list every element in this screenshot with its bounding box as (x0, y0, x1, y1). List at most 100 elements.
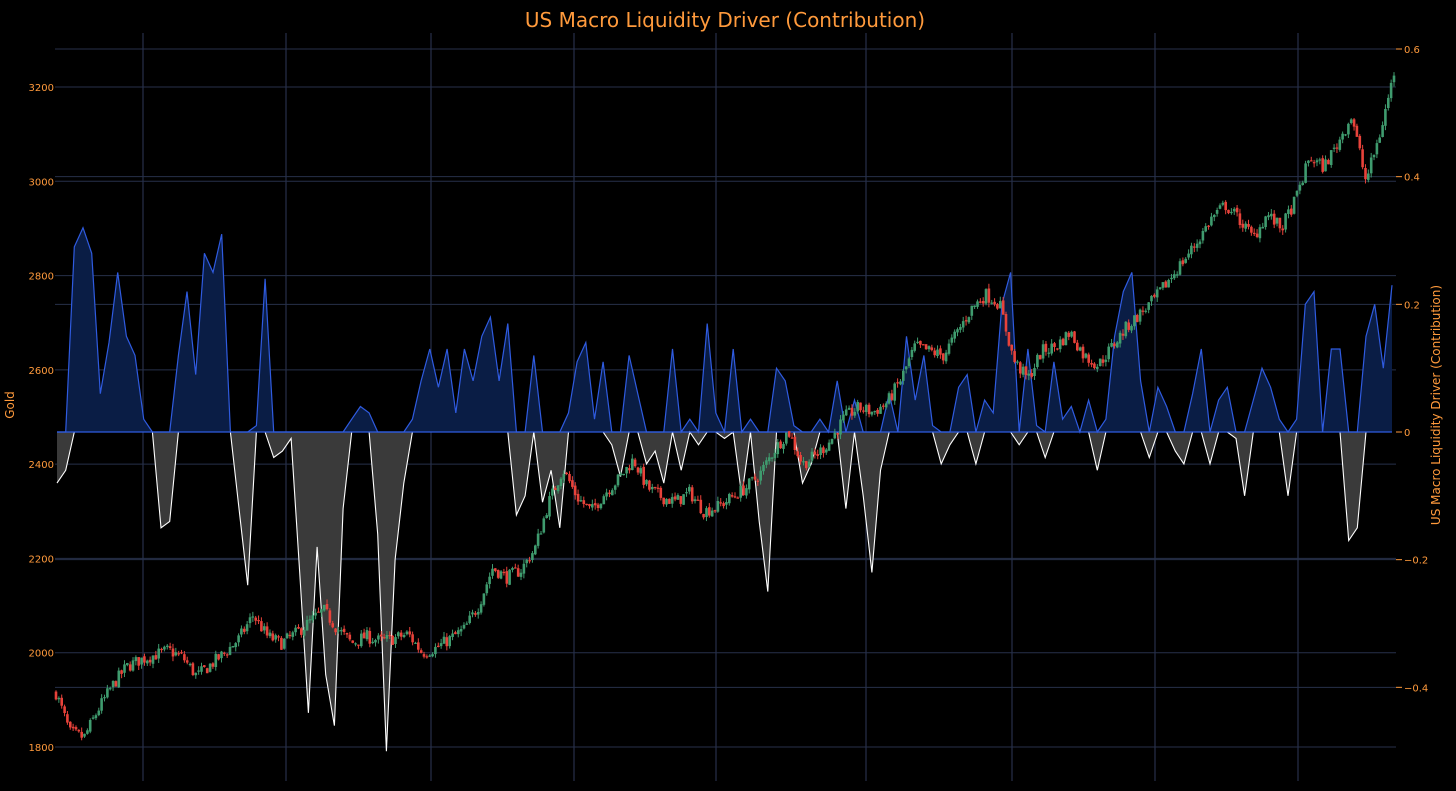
candle-body (157, 648, 160, 659)
candle-body (1290, 208, 1293, 215)
candle-body (1284, 213, 1287, 230)
candle-body (867, 404, 871, 415)
right-tick-label: −0.4 (1404, 683, 1428, 694)
candle-body (1235, 207, 1239, 213)
candle-body (548, 496, 551, 517)
candle-body (260, 621, 263, 632)
candle-body (103, 697, 106, 699)
candle-body (653, 486, 657, 489)
candle-body (1130, 326, 1133, 331)
candle-body (134, 657, 138, 662)
candle-body (448, 636, 451, 647)
candle-body (525, 559, 528, 564)
candle-body (599, 503, 603, 509)
candle-body (1050, 343, 1053, 354)
candle-body (465, 623, 469, 625)
candle-body (665, 498, 668, 505)
candle-body (57, 697, 61, 700)
candle-body (910, 349, 914, 358)
right-tick-label: 0.4 (1404, 173, 1420, 184)
candle-body (422, 654, 426, 657)
candle-body (63, 706, 66, 713)
candle-body (108, 688, 112, 690)
candle-body (864, 404, 868, 412)
candle-body (679, 496, 683, 504)
candle-body (1116, 342, 1119, 348)
candle-body (1181, 260, 1185, 265)
candle-body (1298, 184, 1302, 191)
candle-body (1255, 233, 1259, 237)
candle-body (1224, 201, 1227, 211)
candle-body (468, 615, 471, 623)
candle-body (628, 468, 631, 471)
chart-title: US Macro Liquidity Driver (Contribution) (525, 8, 925, 32)
candle-body (853, 411, 857, 416)
candle-body (1238, 213, 1242, 225)
candle-body (585, 503, 588, 505)
candle-body (1155, 289, 1159, 298)
candle-body (1347, 123, 1350, 135)
candle-body (442, 636, 446, 644)
candle-body (508, 569, 511, 585)
candle-body (1241, 223, 1245, 228)
candle-body (379, 634, 383, 637)
candle-body (753, 476, 757, 480)
candle-body (228, 646, 232, 655)
candle-body (351, 640, 354, 643)
candle-body (802, 461, 805, 463)
candle-body (979, 301, 982, 303)
candle-body (1118, 332, 1122, 344)
candle-body (88, 720, 92, 732)
candle-body (100, 698, 103, 711)
candle-body (924, 344, 928, 350)
candle-body (850, 407, 854, 416)
candle-body (271, 633, 275, 641)
candle-body (237, 635, 240, 643)
candle-body (970, 305, 974, 316)
candle-body (171, 648, 175, 657)
candle-body (1250, 226, 1253, 233)
candle-body (765, 460, 768, 465)
candle-body (884, 403, 888, 408)
candle-body (1030, 373, 1033, 377)
candle-body (1070, 331, 1073, 337)
left-tick-label: 3200 (29, 83, 54, 94)
candle-body (1295, 190, 1299, 196)
candle-body (591, 504, 594, 508)
candle-body (1038, 355, 1042, 360)
candle-body (990, 302, 993, 304)
candle-body (66, 714, 69, 723)
candle-body (996, 304, 999, 309)
candle-body (742, 485, 745, 496)
candle-body (148, 659, 152, 663)
candle-body (434, 646, 437, 655)
candle-body (1361, 149, 1364, 168)
candle-body (770, 457, 774, 459)
candle-body (417, 642, 420, 650)
candle-body (1153, 294, 1156, 297)
candle-body (1053, 343, 1056, 347)
candle-body (1201, 231, 1205, 241)
candle-body (479, 604, 483, 613)
candle-body (348, 634, 352, 640)
candle-body (314, 612, 317, 616)
candle-body (60, 697, 63, 706)
candle-body (514, 567, 517, 569)
left-tick-label: 2800 (29, 272, 54, 283)
candle-body (1210, 216, 1213, 226)
candle-body (197, 670, 200, 672)
candle-body (1352, 119, 1356, 127)
candle-body (708, 507, 711, 516)
candle-body (1007, 332, 1011, 346)
candle-body (976, 301, 979, 307)
candle-body (431, 654, 434, 657)
left-tick-label: 2400 (29, 460, 54, 471)
candle-body (1367, 173, 1370, 180)
candle-body (265, 626, 269, 636)
right-tick-label: 0.2 (1404, 300, 1420, 311)
candle-body (86, 730, 89, 734)
candle-body (328, 610, 332, 623)
candle-body (223, 652, 226, 654)
candle-body (1144, 310, 1148, 312)
candle-body (1013, 351, 1016, 362)
